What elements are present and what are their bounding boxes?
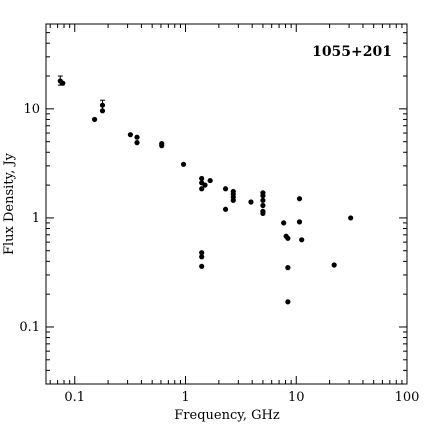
data-point	[281, 220, 287, 226]
data-point	[159, 143, 165, 149]
data-point	[331, 262, 337, 268]
data-point	[199, 250, 205, 256]
x-tick-label: 10	[288, 390, 305, 405]
data-point	[260, 210, 266, 217]
data-point	[202, 182, 208, 188]
data-point	[199, 175, 205, 182]
data-point	[285, 265, 291, 271]
data-point	[91, 116, 98, 123]
data-point	[285, 299, 291, 305]
plot-frame	[45, 23, 408, 385]
y-axis-label: Flux Density, Jy	[2, 152, 17, 255]
data-point	[134, 140, 140, 146]
x-tick-label: 100	[395, 390, 420, 405]
data-point	[296, 196, 303, 202]
data-point	[285, 235, 291, 241]
source-annotation: 1055+201	[312, 44, 392, 60]
y-tick-label: 0.1	[19, 320, 40, 335]
y-tick-label: 10	[23, 102, 40, 117]
points-layer	[57, 75, 354, 305]
x-axis-label: Frequency, GHz	[174, 408, 280, 423]
data-point	[99, 102, 106, 108]
data-point	[99, 108, 106, 114]
data-point	[134, 134, 140, 140]
data-point	[260, 202, 266, 209]
data-point	[248, 199, 254, 205]
data-point	[199, 186, 205, 192]
data-point	[60, 80, 66, 86]
data-point	[127, 132, 133, 138]
data-point	[260, 193, 266, 199]
data-point	[222, 206, 229, 212]
data-point	[230, 197, 236, 203]
ticks-layer: 0.1 1 10 100 0.1 1 10	[19, 23, 420, 405]
data-point	[299, 237, 305, 243]
y-tick-label: 1	[32, 211, 40, 226]
data-point	[222, 186, 229, 192]
data-point	[348, 215, 354, 221]
x-tick-label: 1	[181, 390, 189, 405]
data-point	[199, 263, 205, 269]
x-tick-label: 0.1	[64, 390, 85, 405]
data-point	[180, 161, 187, 167]
data-point	[296, 219, 303, 225]
data-point	[207, 177, 213, 184]
data-point	[260, 197, 266, 203]
data-point	[199, 254, 205, 260]
